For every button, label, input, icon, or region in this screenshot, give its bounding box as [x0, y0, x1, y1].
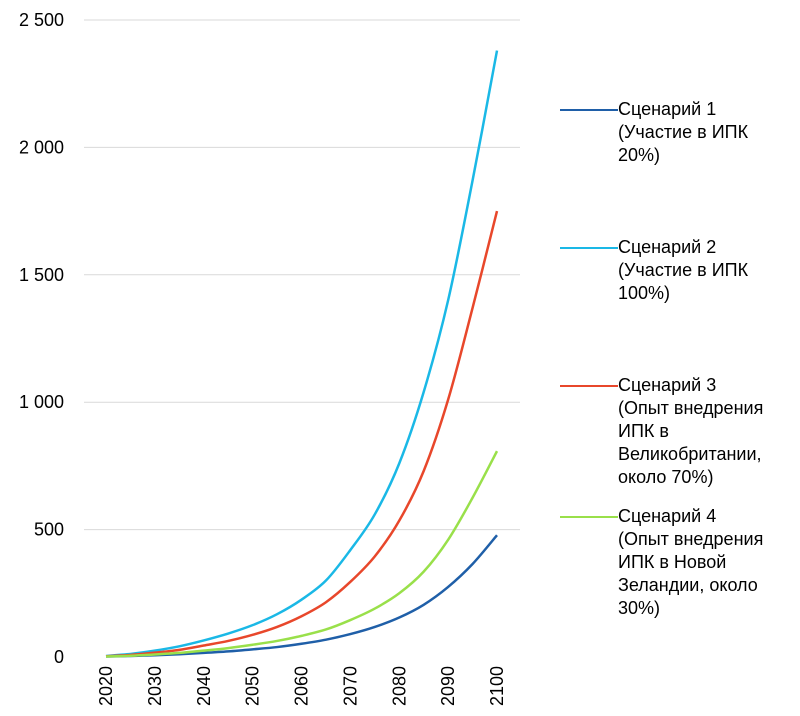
x-tick-label: 2040	[194, 666, 214, 706]
x-tick-label: 2020	[96, 666, 116, 706]
y-tick-label: 1 500	[19, 265, 64, 285]
legend-label-scenario-2: Сценарий 2 (Участие в ИПК 100%)	[618, 237, 749, 303]
y-tick-label: 2 500	[19, 10, 64, 30]
x-tick-label: 2030	[145, 666, 165, 706]
legend-swatch-scenario-4	[560, 516, 618, 518]
x-tick-label: 2070	[340, 666, 360, 706]
legend-label-scenario-3: Сценарий 3 (Опыт внедрения ИПК в Великоб…	[618, 375, 764, 487]
legend-swatch-scenario-1	[560, 109, 618, 111]
series-line-scenario-2	[105, 50, 499, 658]
legend-item-scenario-4: Сценарий 4 (Опыт внедрения ИПК в Новой З…	[560, 505, 798, 620]
legend-item-scenario-1: Сценарий 1 (Участие в ИПК 20%)	[560, 98, 798, 167]
legend-label-scenario-4: Сценарий 4 (Опыт внедрения ИПК в Новой З…	[618, 506, 764, 618]
y-tick-label: 0	[54, 647, 64, 667]
legend-item-scenario-3: Сценарий 3 (Опыт внедрения ИПК в Великоб…	[560, 374, 798, 489]
legend-label-scenario-1: Сценарий 1 (Участие в ИПК 20%)	[618, 99, 749, 165]
legend-swatch-scenario-2	[560, 247, 618, 249]
x-axis-tick-labels: 2020 2030 2040 2050 2060 2070 2080 2090 2100	[96, 666, 507, 706]
series-lines	[105, 50, 499, 658]
y-tick-label: 500	[34, 520, 64, 540]
y-tick-label: 2 000	[19, 137, 64, 157]
x-tick-label: 2100	[487, 666, 507, 706]
x-tick-label: 2050	[243, 666, 263, 706]
y-axis-tick-labels: 0 500 1 000 1 500 2 000 2 500	[19, 10, 64, 667]
legend-item-scenario-2: Сценарий 2 (Участие в ИПК 100%)	[560, 236, 798, 305]
series-line-scenario-4	[105, 450, 499, 658]
x-tick-label: 2080	[389, 666, 409, 706]
x-tick-label: 2060	[292, 666, 312, 706]
legend-swatch-scenario-3	[560, 385, 618, 387]
y-tick-label: 1 000	[19, 392, 64, 412]
series-line-scenario-3	[105, 210, 499, 658]
x-tick-label: 2090	[438, 666, 458, 706]
